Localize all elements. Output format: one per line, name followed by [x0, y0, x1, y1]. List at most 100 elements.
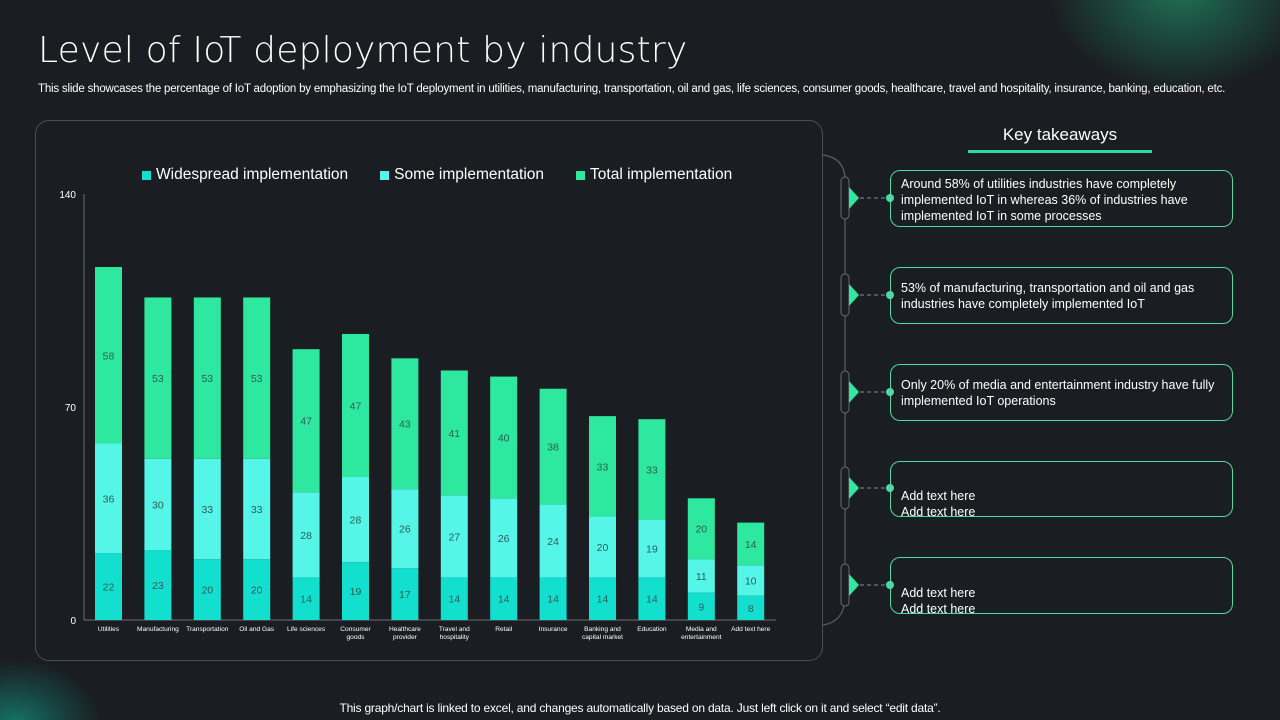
data-label: 41 — [448, 428, 460, 440]
x-tick-label: capital market — [582, 634, 623, 641]
bar-segment — [391, 358, 419, 490]
bar-segment — [440, 495, 468, 578]
legend-label-total: Total implementation — [590, 166, 733, 183]
data-label: 28 — [350, 515, 362, 527]
bar-segment — [490, 577, 518, 620]
data-label: 33 — [646, 464, 658, 476]
data-label: 10 — [745, 575, 757, 587]
slide-title: Level of IoT deployment by industry — [38, 30, 688, 71]
bar-segment — [342, 476, 369, 563]
bar-segment — [243, 458, 271, 560]
legend-swatch-widespread — [142, 170, 151, 180]
chart-legend: Widespread implementation Some implement… — [142, 166, 732, 184]
takeaway-text-4: Add text here Add text here — [901, 489, 976, 519]
x-tick-label: Banking and — [584, 626, 621, 633]
takeaway-card-1[interactable]: Around 58% of utilities industries have … — [890, 170, 1233, 227]
x-tick-label: goods — [347, 634, 366, 641]
data-label: 53 — [251, 373, 263, 385]
bar-segment — [95, 267, 122, 444]
legend-item-some: Some implementation — [380, 166, 544, 184]
data-label: 47 — [300, 416, 312, 428]
legend-item-widespread: Widespread implementation — [142, 166, 348, 184]
data-label: 38 — [547, 442, 559, 454]
takeaway-text-3: Only 20% of media and entertainment indu… — [901, 378, 1215, 408]
takeaway-text-5: Add text here Add text here — [901, 586, 976, 616]
data-label: 11 — [696, 571, 707, 583]
x-tick-label: Media and — [686, 626, 717, 633]
chart-panel[interactable] — [35, 120, 823, 661]
takeaway-text-1: Around 58% of utilities industries have … — [901, 177, 1188, 223]
data-label: 19 — [350, 586, 362, 598]
data-label: 43 — [399, 419, 411, 431]
y-tick-label: 140 — [59, 190, 76, 201]
x-tick-label: Utilities — [98, 626, 120, 633]
x-tick-label: Oil and Gas — [239, 626, 275, 633]
data-label: 17 — [399, 589, 411, 601]
data-label: 58 — [103, 350, 115, 362]
bar-segment — [638, 577, 666, 620]
slide-subtitle: This slide showcases the percentage of I… — [38, 83, 1226, 95]
legend-swatch-some — [380, 170, 390, 180]
data-label: 24 — [547, 536, 559, 548]
x-tick-label: Transportation — [186, 626, 229, 633]
data-label: 23 — [152, 580, 164, 592]
takeaway-card-3[interactable]: Only 20% of media and entertainment indu… — [890, 364, 1233, 421]
takeaways-title: Key takeaways — [1002, 125, 1118, 144]
bar-segment — [539, 504, 567, 578]
x-tick-label: Healthcare — [389, 626, 421, 633]
takeaway-card-4[interactable]: Add text here Add text here — [890, 461, 1233, 519]
bar-segment — [342, 562, 369, 620]
x-tick-label: Travel and — [439, 626, 470, 633]
legend-label-some: Some implementation — [394, 166, 545, 183]
data-label: 14 — [547, 594, 559, 606]
bar-segment — [589, 516, 616, 578]
bar-segment — [342, 333, 369, 477]
data-label: 20 — [597, 542, 609, 554]
data-label: 33 — [597, 461, 609, 473]
x-tick-label: provider — [393, 634, 418, 641]
bar-segment — [490, 376, 518, 499]
data-label: 28 — [300, 530, 312, 542]
data-label: 30 — [152, 499, 164, 511]
y-tick-label: 70 — [65, 403, 77, 414]
data-label: 14 — [597, 594, 609, 606]
data-label: 14 — [745, 539, 757, 551]
bar-segment — [737, 595, 765, 620]
bar-segment — [243, 559, 271, 620]
takeaway-card-2[interactable]: 53% of manufacturing, transportation and… — [890, 267, 1233, 324]
data-label: 26 — [399, 524, 411, 536]
data-label: 19 — [646, 543, 658, 555]
data-label: 27 — [448, 531, 460, 543]
x-tick-label: Insurance — [539, 626, 568, 633]
x-tick-label: Education — [637, 626, 667, 633]
bar-segment — [687, 592, 715, 620]
takeaway-card-5[interactable]: Add text here Add text here — [890, 557, 1233, 616]
legend-label-widespread: Widespread implementation — [156, 166, 349, 183]
data-label: 22 — [103, 582, 115, 594]
data-label: 26 — [498, 533, 510, 545]
bar-segment — [193, 297, 221, 459]
bar-segment — [687, 498, 715, 560]
bar-segment — [243, 297, 271, 459]
data-label: 53 — [201, 373, 213, 385]
bar-segment — [539, 388, 567, 505]
data-label: 33 — [251, 504, 263, 516]
legend-swatch-total — [576, 170, 586, 180]
slide-footer-note: This graph/chart is linked to excel, and… — [339, 701, 941, 715]
data-label: 40 — [498, 432, 510, 444]
bar-segment — [638, 419, 666, 520]
bar-segment — [440, 577, 468, 620]
bar-segment — [292, 577, 320, 620]
bar-segment — [193, 559, 221, 620]
takeaways-underline — [968, 150, 1152, 153]
x-tick-label: Add text here — [731, 626, 771, 633]
bar-segment — [391, 568, 419, 620]
bar-segment — [687, 559, 715, 593]
data-label: 20 — [201, 585, 213, 597]
x-tick-label: Retail — [495, 626, 512, 633]
takeaway-text-2: 53% of manufacturing, transportation and… — [901, 281, 1195, 311]
data-label: 36 — [103, 493, 115, 505]
bar-segment — [144, 297, 172, 459]
bar-segment — [589, 416, 616, 517]
